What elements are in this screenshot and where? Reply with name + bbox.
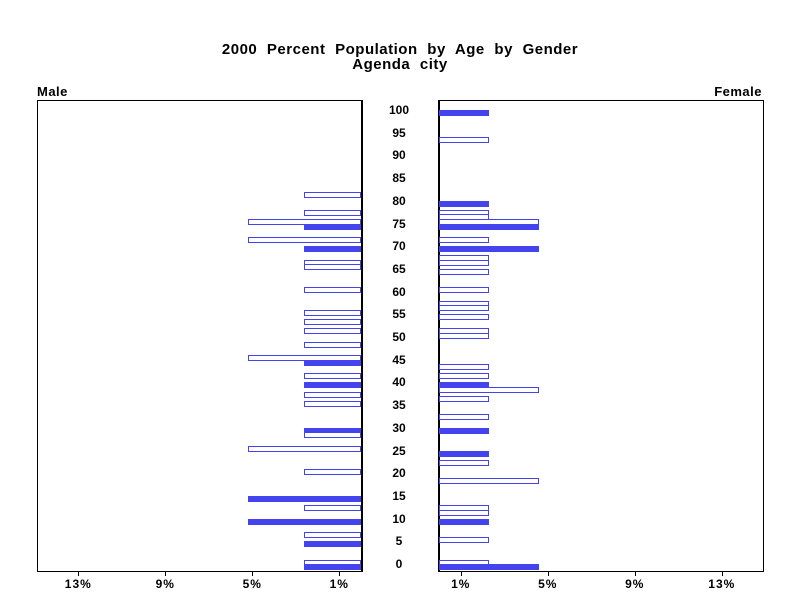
bar-male-age-15 <box>247 495 361 502</box>
bar-male-age-82 <box>304 191 361 198</box>
pct-tick-right-5 <box>547 571 549 576</box>
age-tick-label-10: 10 <box>392 511 406 526</box>
bar-male-age-29 <box>304 432 361 439</box>
bar-female-age-70 <box>439 246 539 253</box>
bar-female-age-10 <box>439 518 489 525</box>
age-tick-label-70: 70 <box>392 239 406 254</box>
age-tick-label-45: 45 <box>392 352 406 367</box>
bar-male-age-21 <box>304 468 361 475</box>
bar-female-age-19 <box>439 477 539 484</box>
bar-male-age-45 <box>304 359 361 366</box>
age-tick-label-55: 55 <box>392 307 406 322</box>
chart-title: 2000 Percent Population by Age by Gender <box>221 41 579 58</box>
bar-male-age-56 <box>304 309 361 316</box>
pct-tick-label-right-1: 1% <box>451 577 471 591</box>
pct-tick-label-left-13: 13% <box>64 577 92 591</box>
bar-female-age-57 <box>439 305 489 312</box>
bar-female-age-23 <box>439 459 489 466</box>
age-tick-label-50: 50 <box>392 330 406 344</box>
pct-tick-label-left-5: 5% <box>242 577 262 591</box>
bar-female-age-42 <box>439 373 489 380</box>
male-panel-frame <box>37 100 363 572</box>
bar-female-age-65 <box>439 268 489 275</box>
age-tick-label-40: 40 <box>392 375 406 390</box>
bar-male-age-49 <box>304 341 361 348</box>
bar-female-age-33 <box>439 414 489 421</box>
bar-male-age-30 <box>304 427 361 434</box>
bar-male-age-5 <box>304 541 361 548</box>
age-tick-label-30: 30 <box>392 420 406 435</box>
pct-tick-left-13 <box>78 571 80 576</box>
bar-male-age-38 <box>304 391 361 398</box>
bar-male-age-36 <box>304 400 361 407</box>
bar-male-age-72 <box>247 237 361 244</box>
bar-male-age-66 <box>304 264 361 271</box>
pct-tick-label-left-9: 9% <box>155 577 175 591</box>
age-tick-label-5: 5 <box>395 534 403 549</box>
bar-male-age-70 <box>304 246 361 253</box>
age-tick-label-85: 85 <box>392 171 406 186</box>
bar-female-age-6 <box>439 536 489 543</box>
bar-female-age-25 <box>439 450 489 457</box>
bar-female-age-67 <box>439 259 489 266</box>
bar-male-age-10 <box>247 518 361 525</box>
pct-tick-label-right-13: 13% <box>708 577 736 591</box>
age-tick-label-65: 65 <box>392 261 406 276</box>
bar-female-age-94 <box>439 137 489 144</box>
bar-male-age-75 <box>304 223 361 230</box>
bar-male-age-13 <box>304 505 361 511</box>
pct-tick-label-right-9: 9% <box>625 577 645 591</box>
bar-male-age-61 <box>304 287 361 294</box>
age-tick-label-35: 35 <box>392 398 406 413</box>
bar-male-age-52 <box>304 327 361 334</box>
bar-male-age-78 <box>304 209 361 216</box>
age-tick-label-75: 75 <box>392 216 406 231</box>
pct-tick-left-1 <box>339 571 341 576</box>
bar-female-age-100 <box>439 110 489 116</box>
age-tick-label-60: 60 <box>392 284 406 299</box>
age-tick-label-95: 95 <box>392 125 406 140</box>
age-tick-label-20: 20 <box>392 466 406 481</box>
pct-tick-left-5 <box>252 571 254 576</box>
age-tick-label-25: 25 <box>392 443 406 458</box>
bar-female-age-55 <box>439 314 489 321</box>
bar-male-age-54 <box>304 318 361 325</box>
female-side-label: Female <box>714 84 762 99</box>
age-tick-label-0: 0 <box>395 557 403 571</box>
bar-female-age-12 <box>439 509 489 516</box>
bar-female-age-75 <box>439 223 539 230</box>
bar-male-age-26 <box>247 446 361 452</box>
chart-subtitle: Agenda city <box>352 56 448 73</box>
pct-tick-right-1 <box>460 571 462 576</box>
pct-tick-right-13 <box>721 571 723 576</box>
bar-female-age-39 <box>439 386 539 393</box>
bar-female-age-40 <box>439 382 489 389</box>
bar-female-age-61 <box>439 287 489 294</box>
bar-female-age-0 <box>439 564 539 570</box>
pct-tick-label-right-5: 5% <box>538 577 558 591</box>
age-tick-label-100: 100 <box>388 103 410 117</box>
age-tick-label-15: 15 <box>392 488 406 503</box>
male-side-label: Male <box>37 84 68 99</box>
bar-male-age-0 <box>304 564 361 570</box>
pct-tick-right-9 <box>634 571 636 576</box>
bar-female-age-51 <box>439 332 489 339</box>
bar-female-age-37 <box>439 396 489 402</box>
pct-tick-left-9 <box>165 571 167 576</box>
age-tick-label-90: 90 <box>392 148 406 163</box>
bar-female-age-80 <box>439 200 489 207</box>
bar-male-age-40 <box>304 382 361 389</box>
bar-female-age-30 <box>439 427 489 434</box>
bar-female-age-44 <box>439 364 489 371</box>
bar-male-age-42 <box>304 373 361 380</box>
bar-male-age-7 <box>304 532 361 539</box>
bar-female-age-72 <box>439 237 489 244</box>
pct-tick-label-left-1: 1% <box>329 577 349 591</box>
age-tick-label-80: 80 <box>392 193 406 208</box>
